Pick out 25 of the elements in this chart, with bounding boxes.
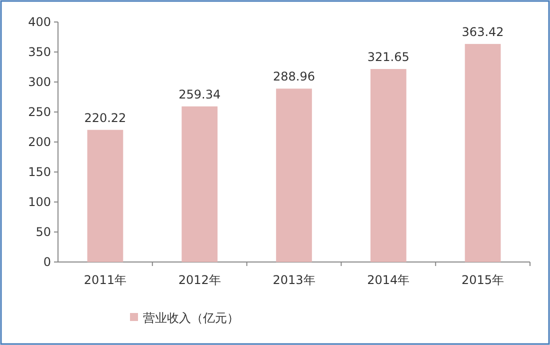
y-tick-label: 350: [28, 45, 51, 59]
bar: [276, 88, 312, 262]
x-tick-label: 2014年: [367, 273, 410, 287]
bar: [370, 69, 406, 262]
y-tick-label: 250: [28, 105, 51, 119]
y-tick-label: 300: [28, 75, 51, 89]
y-tick-label: 200: [28, 135, 51, 149]
y-tick-label: 50: [36, 225, 51, 239]
data-label: 288.96: [273, 70, 315, 84]
x-tick-label: 2015年: [462, 273, 504, 287]
x-tick-label: 2013年: [272, 273, 316, 287]
y-tick-label: 400: [28, 15, 51, 29]
x-tick-label: 2012年: [178, 273, 221, 287]
y-tick-label: 100: [28, 195, 51, 209]
data-label: 363.42: [462, 24, 504, 39]
bar: [182, 106, 218, 262]
y-tick-label: 0: [43, 255, 51, 269]
x-tick-label: 2011年: [84, 273, 126, 287]
data-label: 321.65: [367, 50, 410, 64]
legend-label: 营业收入（亿元）: [143, 311, 239, 325]
y-tick-label: 150: [28, 165, 51, 179]
data-label: 220.22: [84, 110, 126, 125]
bar: [87, 130, 124, 262]
bar: [464, 44, 501, 262]
data-label: 259.34: [178, 87, 221, 102]
